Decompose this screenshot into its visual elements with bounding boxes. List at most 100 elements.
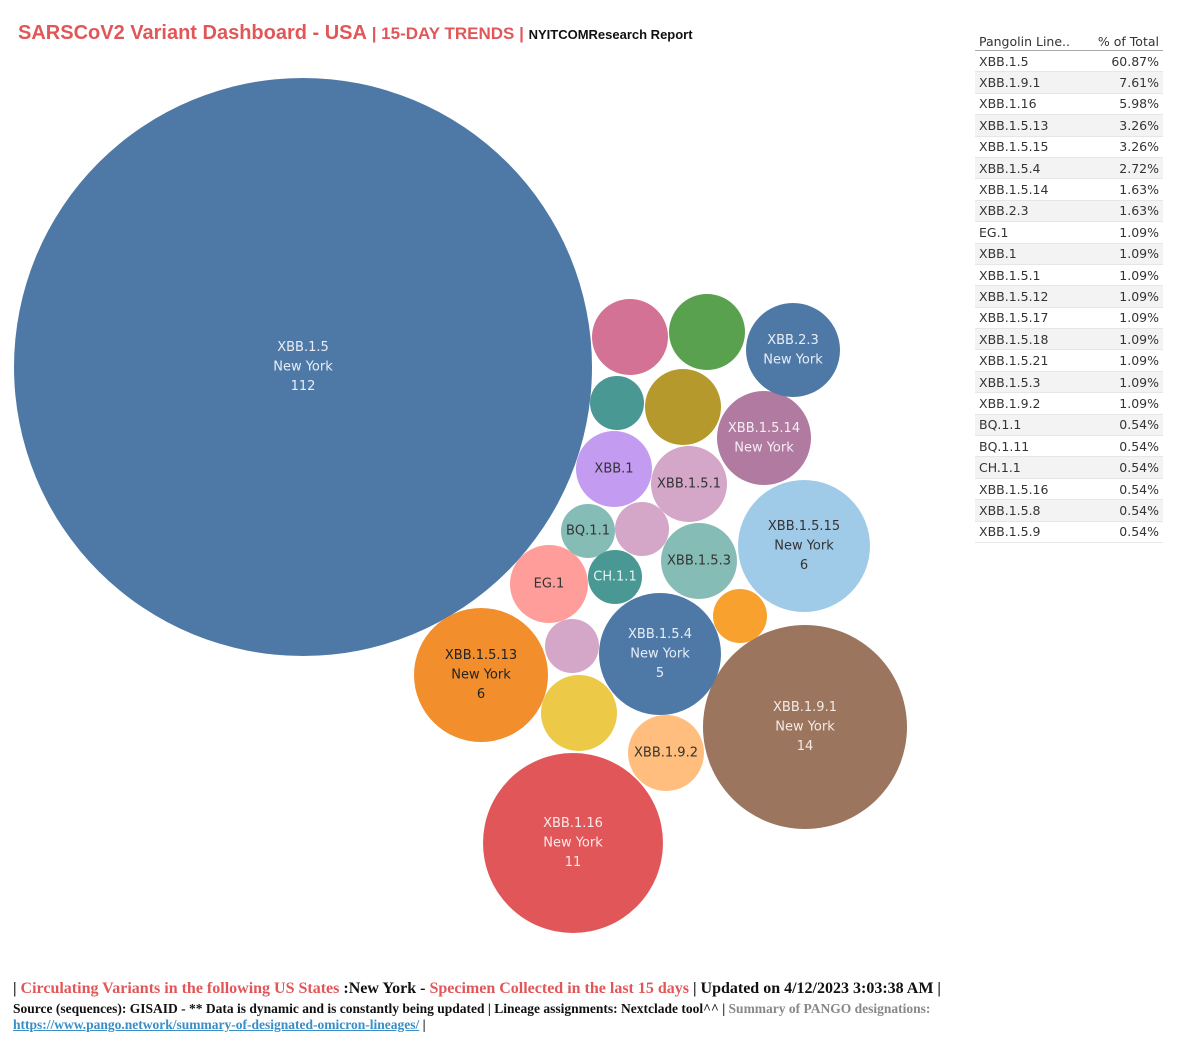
bubble-xbb-1-5-18[interactable] bbox=[645, 369, 721, 445]
bubble-xbb-1-5-3[interactable]: XBB.1.5.3 bbox=[661, 523, 737, 599]
bubble-circle[interactable] bbox=[592, 299, 668, 375]
table-row[interactable]: XBB.1 1.09% bbox=[975, 243, 1163, 265]
bubble-circle[interactable] bbox=[576, 431, 652, 507]
bubble-circle[interactable] bbox=[746, 303, 840, 397]
bubble-eg-1[interactable]: EG.1 bbox=[510, 545, 588, 623]
bubble-xbb-1-5[interactable]: XBB.1.5 New York 112 bbox=[14, 78, 592, 656]
dashboard-title: SARSCoV2 Variant Dashboard - USA | 15-DA… bbox=[18, 22, 693, 45]
bubble-circle[interactable] bbox=[541, 675, 617, 751]
bubble-bq-1-11[interactable] bbox=[590, 376, 644, 430]
bubble-xbb-1-5-4[interactable]: XBB.1.5.4 New York 5 bbox=[599, 593, 721, 715]
table-row[interactable]: XBB.1.16 5.98% bbox=[975, 93, 1163, 116]
bubble-xbb-1-5-15[interactable]: XBB.1.5.15 New York 6 bbox=[738, 480, 870, 612]
bubble-label: XBB.1.9.2 bbox=[634, 746, 698, 761]
table-row[interactable]: XBB.1.5.8 0.54% bbox=[975, 499, 1163, 522]
footer-state: :New York - bbox=[339, 980, 430, 997]
footer-source: Source (sequences): GISAID - ** Data is … bbox=[13, 1001, 729, 1016]
bubble-circle[interactable] bbox=[651, 446, 727, 522]
bubble-label: XBB.1.9.1 bbox=[773, 700, 837, 715]
row-lineage: XBB.1.5.13 bbox=[975, 114, 1086, 137]
table-row[interactable]: XBB.1.5.18 1.09% bbox=[975, 328, 1163, 351]
header-pangolin-lineage[interactable]: Pangolin Line.. bbox=[975, 33, 1086, 51]
table-row[interactable]: XBB.1.5.13 3.26% bbox=[975, 114, 1163, 137]
bubble-label: XBB.1.5.13 bbox=[445, 648, 517, 663]
table-row[interactable]: XBB.1.5.9 0.54% bbox=[975, 521, 1163, 543]
table-row[interactable]: XBB.1.5.12 1.09% bbox=[975, 285, 1163, 308]
footer-circulating-label: Circulating Variants in the following US… bbox=[20, 980, 340, 997]
bubble-circle[interactable] bbox=[599, 593, 721, 715]
bubble-circle[interactable] bbox=[703, 625, 907, 829]
table-row[interactable]: BQ.1.1 0.54% bbox=[975, 414, 1163, 437]
bubble-circle[interactable] bbox=[717, 391, 811, 485]
bubble-xbb-1-5-8[interactable] bbox=[545, 619, 599, 673]
table-row[interactable]: XBB.1.5.1 1.09% bbox=[975, 264, 1163, 287]
row-percent: 1.63% bbox=[1085, 200, 1163, 223]
footer-bar: | bbox=[13, 980, 21, 997]
row-percent: 1.09% bbox=[1085, 243, 1163, 265]
bubble-circle[interactable] bbox=[669, 294, 745, 370]
bubble-label: New York bbox=[630, 647, 690, 662]
bubble-ch-1-1[interactable]: CH.1.1 bbox=[588, 550, 642, 604]
title-trend-period: 15-DAY TRENDS bbox=[381, 24, 515, 43]
bubble-circle[interactable] bbox=[713, 589, 767, 643]
bubble-circle[interactable] bbox=[615, 502, 669, 556]
row-percent: 2.72% bbox=[1085, 157, 1163, 180]
bubble-xbb-1[interactable]: XBB.1 bbox=[576, 431, 652, 507]
bubble-label: 6 bbox=[477, 687, 485, 702]
bubble-circle[interactable] bbox=[545, 619, 599, 673]
bubble-circle[interactable] bbox=[661, 523, 737, 599]
bubble-xbb-1-5-13[interactable]: XBB.1.5.13 New York 6 bbox=[414, 608, 548, 742]
table-row[interactable]: XBB.1.5.4 2.72% bbox=[975, 157, 1163, 180]
bubble-label: XBB.1.16 bbox=[543, 816, 603, 831]
table-row[interactable]: XBB.1.9.2 1.09% bbox=[975, 392, 1163, 415]
bubble-xbb-1-5-17[interactable] bbox=[669, 294, 745, 370]
table-row[interactable]: XBB.1.5.16 0.54% bbox=[975, 478, 1163, 501]
bubble-xbb-1-5-21[interactable] bbox=[541, 675, 617, 751]
table-row[interactable]: CH.1.1 0.54% bbox=[975, 456, 1163, 479]
title-main: SARSCoV2 Variant Dashboard - USA bbox=[18, 22, 367, 44]
row-lineage: XBB.1 bbox=[975, 243, 1086, 265]
bubble-circle[interactable] bbox=[483, 753, 663, 933]
bubble-circle[interactable] bbox=[645, 369, 721, 445]
bubble-xbb-1-9-1[interactable]: XBB.1.9.1 New York 14 bbox=[703, 625, 907, 829]
table-row[interactable]: XBB.1.5 60.87% bbox=[975, 50, 1163, 73]
bubble-xbb-1-5-1[interactable]: XBB.1.5.1 bbox=[651, 446, 727, 522]
bubble-circle[interactable] bbox=[588, 550, 642, 604]
header-percent-of-total[interactable]: % of Total bbox=[1085, 33, 1163, 51]
bubble-label: New York bbox=[734, 440, 794, 455]
bubble-xbb-1-9-2[interactable]: XBB.1.9.2 bbox=[628, 715, 704, 791]
table-row[interactable]: XBB.1.5.15 3.26% bbox=[975, 136, 1163, 158]
bubble-label: 6 bbox=[800, 558, 808, 573]
table-row[interactable]: BQ.1.11 0.54% bbox=[975, 435, 1163, 458]
bubble-bq-1-1[interactable]: BQ.1.1 bbox=[561, 504, 615, 558]
row-lineage: XBB.1.5.12 bbox=[975, 285, 1086, 308]
bubble-xbb-1-5-14[interactable]: XBB.1.5.14 New York bbox=[717, 391, 811, 485]
footer-end-bar: | bbox=[419, 1017, 426, 1032]
table-row[interactable]: XBB.1.5.3 1.09% bbox=[975, 371, 1163, 394]
bubble-label: New York bbox=[775, 720, 835, 735]
table-row[interactable]: XBB.2.3 1.63% bbox=[975, 200, 1163, 223]
table-row[interactable]: EG.1 1.09% bbox=[975, 221, 1163, 244]
bubble-circle[interactable] bbox=[590, 376, 644, 430]
footer-line-2: Source (sequences): GISAID - ** Data is … bbox=[13, 1001, 1193, 1033]
bubble-circle[interactable] bbox=[510, 545, 588, 623]
footer-specimen-window: Specimen Collected in the last 15 days bbox=[429, 980, 689, 997]
table-row[interactable]: XBB.1.9.1 7.61% bbox=[975, 71, 1163, 94]
bubble-xbb-1-16[interactable]: XBB.1.16 New York 11 bbox=[483, 753, 663, 933]
row-lineage: XBB.1.5.15 bbox=[975, 136, 1086, 158]
table-row[interactable]: XBB.1.5.14 1.63% bbox=[975, 178, 1163, 201]
table-row[interactable]: XBB.1.5.17 1.09% bbox=[975, 307, 1163, 330]
bubble-circle[interactable] bbox=[738, 480, 870, 612]
pango-summary-link[interactable]: https://www.pango.network/summary-of-des… bbox=[13, 1017, 420, 1032]
footer-updated: | Updated on 4/12/2023 3:03:38 AM | bbox=[689, 980, 941, 997]
bubble-xbb-1-5-16[interactable] bbox=[615, 502, 669, 556]
table-row[interactable]: XBB.1.5.21 1.09% bbox=[975, 349, 1163, 372]
bubble-circle[interactable] bbox=[14, 78, 592, 656]
row-percent: 0.54% bbox=[1085, 478, 1163, 501]
bubble-circle[interactable] bbox=[561, 504, 615, 558]
bubble-circle[interactable] bbox=[414, 608, 548, 742]
bubble-circle[interactable] bbox=[628, 715, 704, 791]
bubble-xbb-1-5-9[interactable] bbox=[713, 589, 767, 643]
bubble-xbb-2-3[interactable]: XBB.2.3 New York bbox=[746, 303, 840, 397]
bubble-xbb-1-5-12[interactable] bbox=[592, 299, 668, 375]
